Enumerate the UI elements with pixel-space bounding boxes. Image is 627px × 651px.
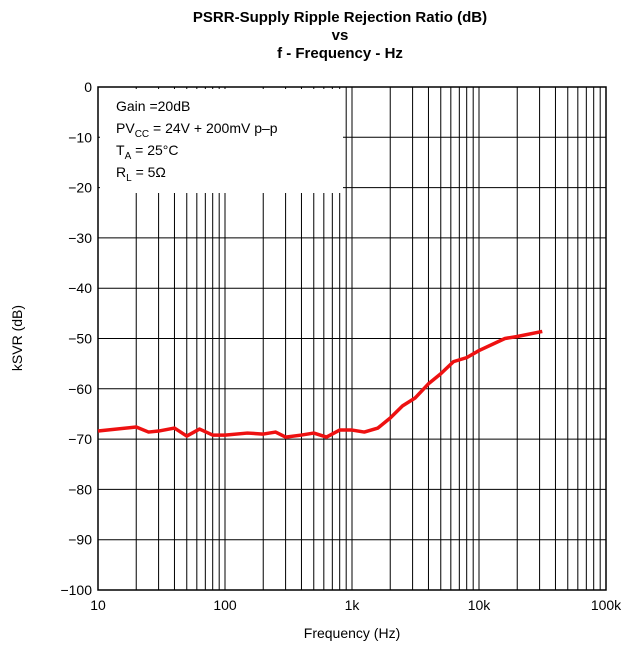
x-tick-label: 10k xyxy=(468,597,492,613)
annotation-subscript: CC xyxy=(135,129,149,140)
annotation-text: PV xyxy=(116,120,135,136)
annotation: PVCC = 24V + 200mV p–p xyxy=(116,120,278,140)
chart-title: vs xyxy=(332,27,349,44)
y-tick-label: −10 xyxy=(68,129,92,145)
x-tick-label: 1k xyxy=(345,597,361,613)
y-tick-label: −80 xyxy=(68,481,92,497)
y-axis-label: kSVR (dB) xyxy=(9,305,25,371)
y-tick-label: −30 xyxy=(68,230,92,246)
y-tick-label: −70 xyxy=(68,431,92,447)
annotation: Gain =20dB xyxy=(116,98,190,114)
chart-title: f - Frequency - Hz xyxy=(277,45,403,62)
y-tick-label: −90 xyxy=(68,532,92,548)
annotation-text: T xyxy=(116,142,125,158)
y-tick-label: −20 xyxy=(68,180,92,196)
chart-title: PSRR-Supply Ripple Rejection Ratio (dB) xyxy=(193,9,487,26)
x-axis-label: Frequency (Hz) xyxy=(304,625,400,641)
annotation-text: R xyxy=(116,164,126,180)
data-line xyxy=(97,329,543,439)
annotation-subscript: A xyxy=(125,151,132,162)
annotation-box xyxy=(100,89,343,193)
annotation-text: = 24V + 200mV p–p xyxy=(149,120,278,136)
y-tick-label: −60 xyxy=(68,381,92,397)
y-tick-label: −100 xyxy=(60,582,92,598)
y-tick-label: −40 xyxy=(68,280,92,296)
x-tick-label: 100 xyxy=(213,597,237,613)
annotation-subscript: L xyxy=(126,173,132,184)
plot-frame xyxy=(97,86,607,591)
x-tick-label: 10 xyxy=(90,597,106,613)
annotation-text: = 5Ω xyxy=(132,164,166,180)
annotation-text: Gain =20dB xyxy=(116,98,190,114)
x-tick-label: 100k xyxy=(591,597,622,613)
annotation-text: = 25°C xyxy=(131,142,178,158)
y-tick-label: −50 xyxy=(68,331,92,347)
y-tick-label: 0 xyxy=(84,79,92,95)
annotation: TA = 25°C xyxy=(116,142,178,162)
annotation: RL = 5Ω xyxy=(116,164,166,184)
